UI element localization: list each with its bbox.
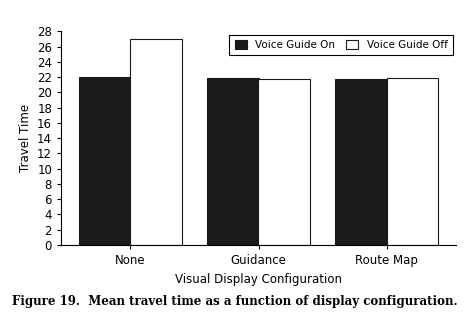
Text: Figure 19.  Mean travel time as a function of display configuration.: Figure 19. Mean travel time as a functio…: [12, 295, 458, 308]
Bar: [387, 78, 438, 245]
Legend: Voice Guide On, Voice Guide Off: Voice Guide On, Voice Guide Off: [229, 35, 453, 55]
X-axis label: Visual Display Configuration: Visual Display Configuration: [175, 273, 342, 285]
Bar: [207, 78, 258, 245]
Bar: [130, 39, 181, 245]
Bar: [336, 79, 387, 245]
Y-axis label: Travel Time: Travel Time: [18, 104, 31, 172]
Bar: [258, 79, 310, 245]
Bar: [79, 77, 130, 245]
